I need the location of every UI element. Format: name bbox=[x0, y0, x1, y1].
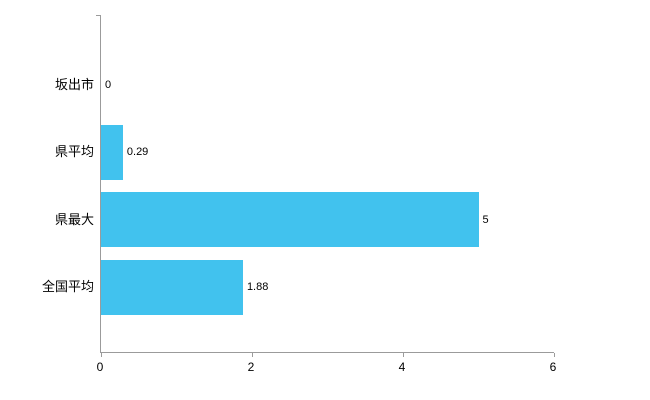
x-tick-mark bbox=[251, 353, 253, 357]
y-axis-labels: 坂出市県平均県最大全国平均 bbox=[0, 15, 94, 352]
category-label: 県平均 bbox=[54, 144, 94, 160]
category-label: 坂出市 bbox=[54, 76, 94, 92]
x-tick-label: 6 bbox=[549, 360, 557, 374]
x-tick-mark bbox=[553, 353, 555, 357]
plot-area: 0 0.29 5 1.88 bbox=[96, 15, 555, 357]
bar bbox=[101, 192, 479, 248]
value-label: 5 bbox=[482, 213, 489, 226]
category-label: 県最大 bbox=[54, 211, 94, 227]
bar bbox=[101, 124, 123, 180]
bar bbox=[101, 259, 243, 315]
x-tick-mark bbox=[402, 353, 404, 357]
x-axis-labels: 0 2 4 6 bbox=[0, 360, 650, 380]
x-tick-label: 2 bbox=[247, 360, 255, 374]
x-tick-mark bbox=[100, 353, 102, 357]
category-label: 全国平均 bbox=[41, 279, 94, 295]
value-label: 1.88 bbox=[246, 281, 269, 294]
y-axis-top-tick bbox=[96, 15, 100, 16]
value-label: 0 bbox=[105, 78, 112, 91]
x-tick-label: 0 bbox=[96, 360, 104, 374]
value-label: 0.29 bbox=[126, 146, 149, 159]
x-tick-label: 4 bbox=[398, 360, 406, 374]
